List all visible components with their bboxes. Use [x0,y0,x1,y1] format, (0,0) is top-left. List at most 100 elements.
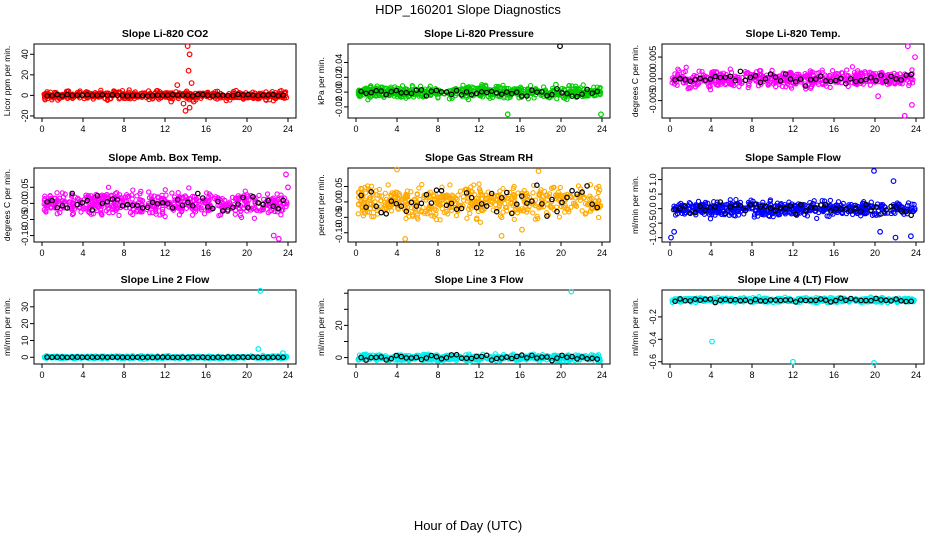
data-point [531,95,537,101]
data-point [98,210,104,216]
reference-point [200,354,206,360]
x-tick-label: 0 [353,248,358,258]
data-point [891,70,897,76]
reference-point [579,189,585,195]
reference-point [270,354,276,361]
reference-point [403,89,410,96]
data-point [517,84,524,90]
outlier-point [285,184,291,191]
data-point [203,190,210,196]
data-point [453,357,460,364]
reference-point [772,74,779,81]
data-point [205,206,211,212]
outlier-point [402,235,409,242]
data-point [54,211,60,217]
reference-point [235,91,241,98]
data-point [206,203,212,209]
outlier-point [186,51,193,58]
reference-point [438,187,445,194]
reference-point [225,92,231,99]
data-point [581,87,587,93]
data-point [250,205,256,211]
reference-point [594,204,601,211]
data-point [43,208,49,214]
reference-point [574,191,580,198]
x-tick-label: 12 [474,248,484,258]
data-point [468,184,474,190]
data-point [733,196,739,203]
reference-point [682,76,689,83]
data-point [167,201,173,207]
reference-point [109,196,116,202]
reference-point [104,199,111,205]
data-point [575,183,582,189]
reference-point [240,92,246,98]
outlier-point [498,232,505,239]
data-point [403,95,409,101]
reference-point [79,92,86,98]
data-point [531,182,537,189]
data-point [96,204,102,210]
x-tick-label: 16 [201,124,211,134]
reference-point [518,93,525,99]
data-point [562,95,568,101]
x-tick-label: 8 [121,124,126,134]
data-point [767,198,773,205]
reference-point [280,92,287,99]
x-tick-label: 20 [242,370,252,380]
data-point [253,200,259,206]
data-point [166,354,173,360]
reference-point [503,89,510,95]
y-tick-label: -0.2 [648,309,658,325]
x-tick-label: 8 [749,248,754,258]
data-point [499,214,505,221]
page-title: HDP_160201 Slope Diagnostics [375,2,561,17]
x-tick-label: 0 [667,124,672,134]
reference-point [393,87,400,94]
outlier-point [904,43,911,50]
reference-point [164,200,171,207]
reference-point [119,92,126,99]
reference-point [549,196,555,203]
reference-point [423,93,430,99]
data-point [798,74,804,80]
data-point [507,189,513,196]
reference-point [433,353,440,360]
data-point [596,88,602,95]
y-tick-label: -20 [20,109,30,122]
reference-point [149,354,156,361]
data-point [726,79,733,85]
reference-point [94,192,101,199]
x-tick-label: 16 [515,124,525,134]
reference-point [69,92,76,99]
reference-point [802,208,809,214]
data-point [448,198,455,205]
reference-point [423,355,430,361]
panel-title: Slope Li-820 Pressure [424,28,534,40]
reference-point [240,354,246,360]
data-point [541,188,548,195]
reference-point [817,73,824,79]
data-point [250,95,256,101]
reference-point [554,86,560,92]
data-point [693,73,699,79]
data-point [843,72,849,79]
reference-point [230,92,236,99]
data-point [404,87,410,93]
data-point [571,86,577,92]
reference-point [692,76,699,83]
reference-point [114,354,121,361]
reference-point [838,75,844,82]
reference-point [159,92,166,99]
reference-point [185,199,191,206]
data-point [409,213,416,219]
outlier-point [519,226,525,233]
reference-point [737,68,744,75]
data-point [54,190,60,196]
data-point [819,80,826,87]
reference-point [358,88,364,95]
